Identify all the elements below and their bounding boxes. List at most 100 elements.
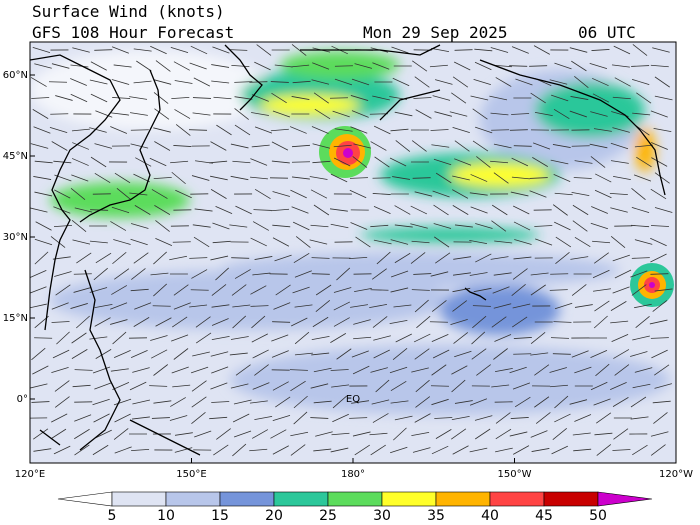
wind-barb — [411, 431, 430, 437]
wind-barb — [31, 401, 50, 403]
wind-barb — [229, 352, 248, 356]
wind-barb — [515, 78, 533, 86]
wind-barb — [70, 303, 88, 309]
colorbar-segment — [543, 491, 599, 507]
wind-barb — [110, 221, 127, 231]
wind-barb — [131, 449, 150, 451]
wind-barb — [595, 173, 612, 183]
wind-barb — [632, 383, 651, 389]
wind-barb — [571, 191, 590, 197]
wind-barb — [634, 239, 653, 245]
wind-barb — [353, 143, 372, 149]
wind-barb — [452, 175, 470, 181]
wind-barb — [372, 62, 390, 70]
wind-barb — [511, 113, 530, 115]
hurricane-eye — [649, 282, 655, 288]
wind-barb — [369, 113, 388, 115]
wind-barb — [372, 413, 389, 423]
wind-barb — [113, 428, 129, 440]
wind-barb — [609, 192, 628, 196]
wind-barb — [352, 365, 370, 375]
wind-barb — [352, 431, 371, 437]
wind-barb — [652, 400, 671, 404]
colorbar-label: 5 — [108, 508, 117, 524]
wind-barb — [435, 252, 451, 264]
wind-barb — [412, 447, 431, 453]
colorbar-segment — [435, 491, 491, 507]
wind-barb — [334, 128, 353, 132]
wind-barb — [210, 141, 227, 151]
wind-barb — [491, 220, 507, 232]
wind-barb — [212, 240, 231, 244]
wind-barb — [51, 413, 68, 423]
wind-barb — [394, 205, 411, 215]
colorbar-segment — [273, 491, 329, 507]
wind-barb — [173, 145, 192, 147]
wind-barb — [610, 142, 629, 150]
wind-barb — [291, 96, 310, 100]
wind-barb — [435, 79, 453, 85]
wind-barb — [194, 430, 212, 438]
wind-barb — [30, 383, 48, 389]
wind-barb — [535, 412, 551, 424]
wind-barb — [72, 239, 91, 245]
wind-barb — [192, 351, 210, 357]
wind-barb — [513, 145, 532, 147]
wind-barb — [232, 315, 247, 329]
wind-barb — [234, 96, 253, 100]
wind-barb — [469, 447, 488, 453]
wind-barb — [330, 173, 348, 183]
wind-barb — [474, 428, 491, 440]
wind-barb — [373, 239, 392, 245]
wind-barb — [472, 315, 487, 329]
wind-barb — [150, 272, 169, 276]
coastline — [464, 287, 487, 301]
wind-barb — [48, 81, 68, 83]
wind-barb — [74, 414, 92, 422]
wind-barb — [389, 157, 407, 167]
wind-barb — [431, 398, 449, 406]
wind-barb — [451, 379, 466, 393]
wind-barb — [370, 444, 386, 456]
wind-barb — [574, 304, 593, 308]
wind-barb — [230, 143, 249, 149]
wind-barb — [292, 80, 311, 84]
wind-barb — [171, 96, 190, 100]
wind-barb — [574, 236, 591, 248]
wind-barb — [553, 321, 572, 323]
wind-barb — [70, 78, 87, 86]
wind-barb — [471, 348, 487, 360]
wind-barb — [554, 192, 573, 196]
wind-barb — [369, 432, 388, 436]
wind-barb — [31, 97, 50, 99]
wind-barb — [530, 430, 548, 438]
wind-barb — [313, 204, 330, 216]
wind-barb — [32, 365, 49, 375]
wind-barb — [510, 417, 529, 419]
wind-barb — [274, 64, 293, 68]
wind-barb — [50, 113, 69, 115]
wind-barb — [231, 64, 250, 68]
wind-barb — [153, 400, 172, 404]
wind-barb — [294, 304, 313, 308]
wind-barb — [51, 367, 69, 373]
wind-barb — [631, 78, 650, 86]
wind-barb — [415, 396, 431, 408]
colorbar-label: 40 — [481, 508, 499, 524]
wind-barb — [512, 205, 530, 215]
wind-barb — [211, 318, 229, 326]
wind-barb — [494, 334, 512, 342]
wind-barb — [271, 208, 290, 212]
wind-barb — [74, 444, 90, 456]
wind-barb — [355, 236, 371, 248]
wind-barb — [213, 96, 232, 100]
wind-barb — [191, 412, 206, 424]
wind-barb — [410, 252, 426, 264]
wind-barb — [254, 364, 269, 376]
colorbar-label: 50 — [589, 508, 607, 524]
wind-barb — [173, 302, 191, 310]
wind-barb — [93, 413, 110, 423]
wind-barb — [411, 289, 430, 291]
wind-barb — [195, 316, 211, 328]
wind-barb — [289, 126, 307, 134]
